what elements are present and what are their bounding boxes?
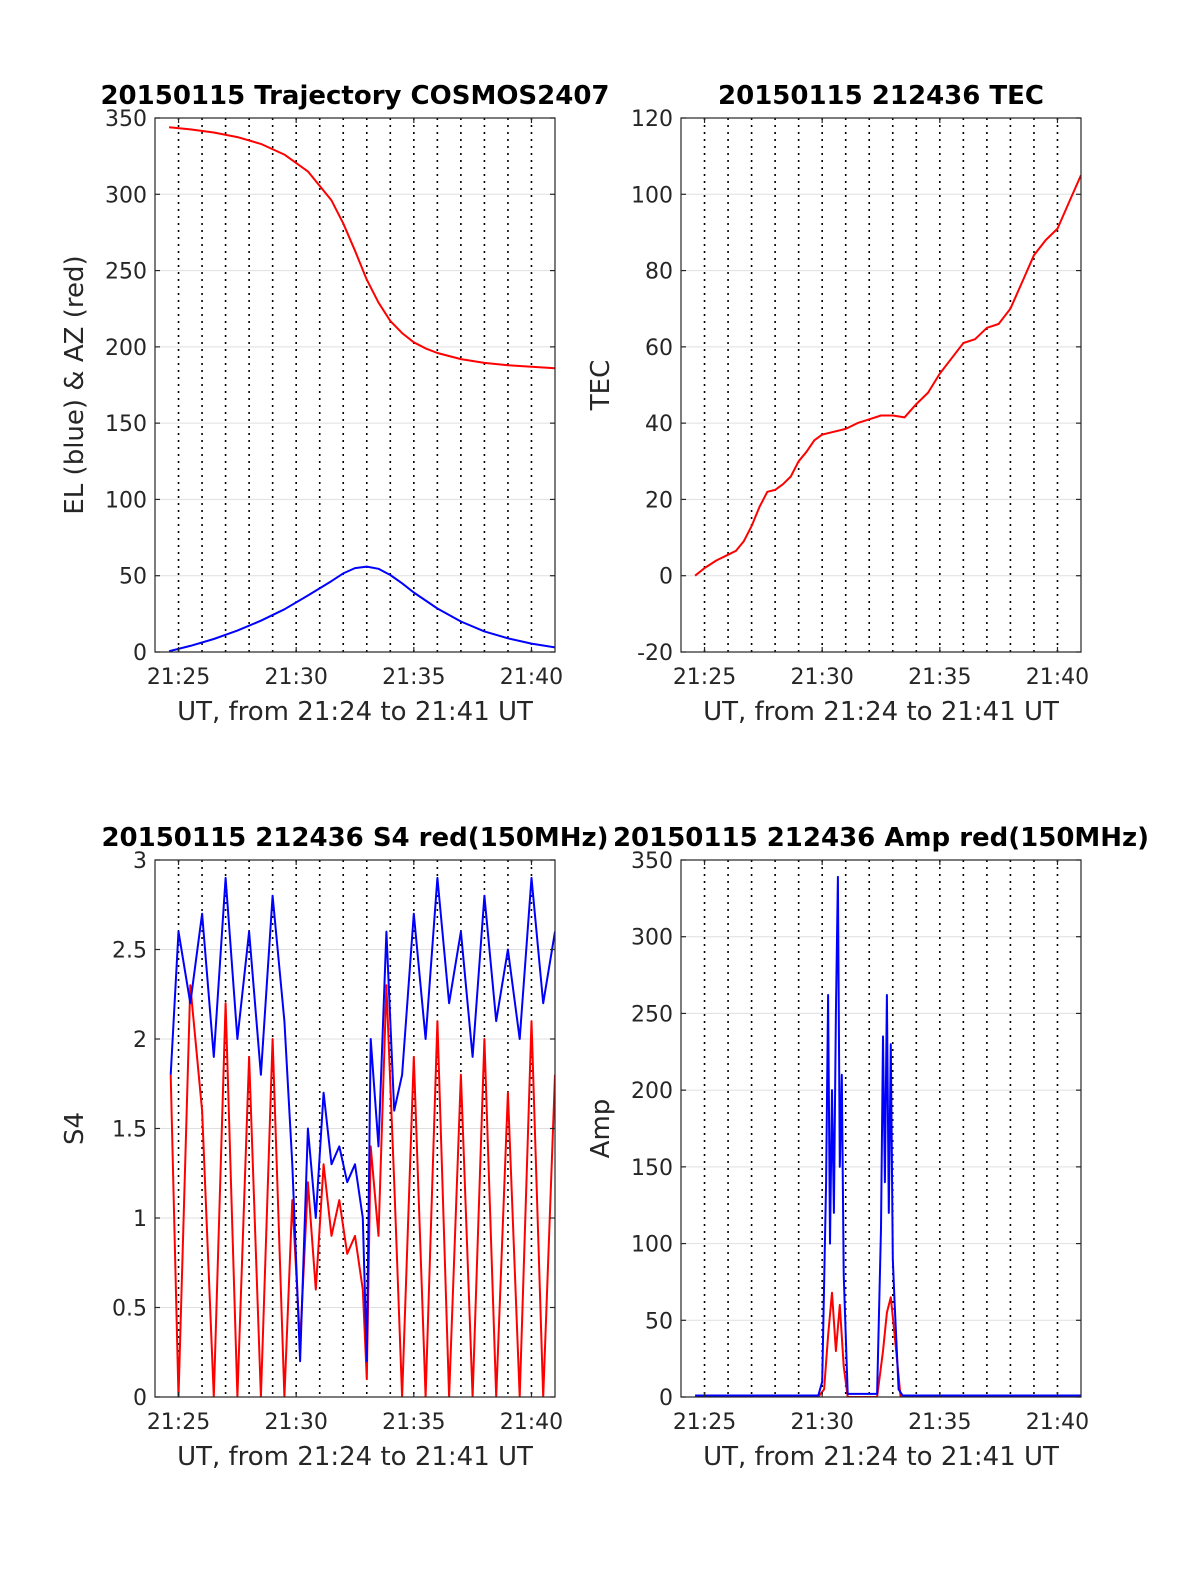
- x-tick-label: 21:35: [382, 665, 445, 690]
- x-axis-label: UT, from 21:24 to 21:41 UT: [177, 697, 533, 727]
- y-tick-label: -20: [637, 641, 673, 666]
- x-tick-label: 21:25: [147, 665, 210, 690]
- y-tick-label: 0.5: [112, 1297, 147, 1322]
- axes-frame: [154, 117, 556, 653]
- series-blue-line: [168, 565, 555, 652]
- axes-frame: [680, 117, 1082, 653]
- y-tick-label: 350: [105, 107, 147, 132]
- series-blue-line: [695, 875, 1081, 1397]
- y-tick-label: 40: [645, 412, 673, 437]
- y-tick-label: 200: [631, 1079, 673, 1104]
- y-tick-label: 2: [133, 1028, 147, 1053]
- chart-title: 20150115 212436 TEC: [718, 81, 1044, 111]
- y-tick-label: 60: [645, 336, 673, 361]
- x-tick-label: 21:30: [790, 1410, 853, 1435]
- x-tick-label: 21:40: [500, 665, 563, 690]
- x-tick-label: 21:30: [264, 665, 327, 690]
- x-tick-label: 21:40: [500, 1410, 563, 1435]
- y-tick-label: 100: [631, 1233, 673, 1258]
- x-axis-label: UT, from 21:24 to 21:41 UT: [703, 1442, 1059, 1472]
- y-tick-label: 300: [631, 926, 673, 951]
- y-axis-label: TEC: [586, 360, 616, 411]
- y-tick-label: 300: [105, 183, 147, 208]
- y-tick-label: 150: [631, 1156, 673, 1181]
- y-axis-label: S4: [60, 1112, 90, 1145]
- panel-s4: 0 0.5 1 1.5 2 2.5 3 21:25 21:30 21:35 21:40 2015011…: [60, 823, 609, 1472]
- x-tick-label: 21:30: [264, 1410, 327, 1435]
- y-tick-label: 350: [631, 849, 673, 874]
- y-tick-label: 0: [659, 565, 673, 590]
- y-tick-label: 100: [631, 183, 673, 208]
- x-tick-label: 21:30: [790, 665, 853, 690]
- axes-frame: [680, 859, 1082, 1398]
- y-axis-label: Amp: [586, 1099, 616, 1159]
- x-tick-label: 21:40: [1026, 1410, 1089, 1435]
- y-tick-label: 200: [105, 336, 147, 361]
- y-tick-label: 150: [105, 412, 147, 437]
- chart-title: 20150115 212436 S4 red(150MHz): [101, 823, 608, 853]
- y-tick-label: 100: [105, 488, 147, 513]
- x-tick-label: 21:25: [147, 1410, 210, 1435]
- y-tick-label: 0: [133, 641, 147, 666]
- x-tick-label: 21:25: [673, 665, 736, 690]
- y-tick-label: 250: [631, 1002, 673, 1027]
- x-tick-label: 21:25: [673, 1410, 736, 1435]
- series-red-line: [169, 984, 555, 1397]
- chart-title: 20150115 Trajectory COSMOS2407: [100, 81, 609, 111]
- series-red-line: [168, 126, 555, 370]
- y-tick-label: 20: [645, 488, 673, 513]
- x-tick-label: 21:35: [908, 1410, 971, 1435]
- y-tick-label: 0: [659, 1386, 673, 1411]
- y-tick-label: 3: [133, 849, 147, 874]
- y-tick-label: 50: [645, 1309, 673, 1334]
- series-red-line: [695, 1291, 1081, 1397]
- y-tick-label: 120: [631, 107, 673, 132]
- y-axis-label: EL (blue) & AZ (red): [60, 255, 90, 514]
- y-tick-label: 80: [645, 260, 673, 285]
- y-tick-label: 50: [119, 565, 147, 590]
- series-blue-line: [169, 876, 555, 1363]
- x-axis-label: UT, from 21:24 to 21:41 UT: [177, 1442, 533, 1472]
- y-tick-label: 1.5: [112, 1118, 147, 1143]
- panel-amp: 0 50 100 150 200 250 300 350 21:25 21:30 21:35 21:4…: [586, 823, 1149, 1472]
- x-tick-label: 21:40: [1026, 665, 1089, 690]
- y-tick-label: 0: [133, 1386, 147, 1411]
- series-red-line: [694, 174, 1081, 577]
- panel-tec: -20 0 20 40 60 80 100 120 21:25 21:30 21:35 21:40 20…: [586, 81, 1089, 727]
- x-axis-label: UT, from 21:24 to 21:41 UT: [703, 697, 1059, 727]
- x-tick-label: 21:35: [908, 665, 971, 690]
- y-tick-label: 2.5: [112, 939, 147, 964]
- chart-title: 20150115 212436 Amp red(150MHz): [613, 823, 1149, 853]
- x-tick-label: 21:35: [382, 1410, 445, 1435]
- y-tick-label: 1: [133, 1207, 147, 1232]
- y-tick-label: 250: [105, 260, 147, 285]
- panel-traj: 0 50 100 150 200 250 300 350 21:25 21:30 21:35 21:4…: [60, 81, 610, 727]
